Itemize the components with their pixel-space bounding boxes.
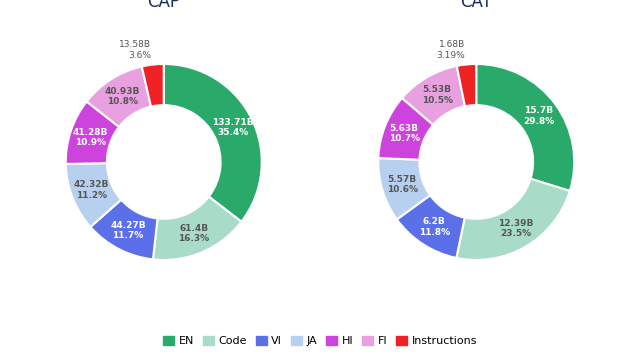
Wedge shape — [66, 101, 119, 164]
Title: CAT: CAT — [460, 0, 492, 11]
Text: 133.71B
35.4%: 133.71B 35.4% — [212, 118, 254, 137]
Text: 13.58B
3.6%: 13.58B 3.6% — [119, 40, 151, 60]
Text: 41.28B
10.9%: 41.28B 10.9% — [72, 128, 108, 147]
Wedge shape — [456, 179, 570, 260]
Legend: EN, Code, VI, JA, HI, FI, Instructions: EN, Code, VI, JA, HI, FI, Instructions — [158, 331, 482, 350]
Text: 12.39B
23.5%: 12.39B 23.5% — [498, 219, 533, 238]
Text: 1.68B
3.19%: 1.68B 3.19% — [436, 40, 465, 59]
Text: 5.63B
10.7%: 5.63B 10.7% — [388, 124, 420, 143]
Text: 61.4B
16.3%: 61.4B 16.3% — [179, 224, 210, 243]
Text: 42.32B
11.2%: 42.32B 11.2% — [74, 180, 109, 200]
Text: 15.7B
29.8%: 15.7B 29.8% — [523, 106, 554, 126]
Wedge shape — [378, 158, 430, 219]
Text: 5.53B
10.5%: 5.53B 10.5% — [422, 85, 452, 105]
Text: 40.93B
10.8%: 40.93B 10.8% — [104, 87, 140, 106]
Text: 6.2B
11.8%: 6.2B 11.8% — [419, 217, 450, 237]
Title: CAP: CAP — [147, 0, 180, 11]
Text: 5.57B
10.6%: 5.57B 10.6% — [387, 175, 418, 194]
Wedge shape — [90, 200, 157, 260]
Wedge shape — [397, 195, 465, 258]
Wedge shape — [153, 197, 241, 260]
Text: 44.27B
11.7%: 44.27B 11.7% — [110, 221, 146, 240]
Wedge shape — [378, 98, 433, 160]
Wedge shape — [86, 67, 151, 127]
Wedge shape — [476, 64, 574, 191]
Wedge shape — [457, 64, 476, 106]
Wedge shape — [164, 64, 262, 222]
Wedge shape — [141, 64, 164, 106]
Wedge shape — [66, 163, 121, 227]
Wedge shape — [402, 66, 465, 125]
